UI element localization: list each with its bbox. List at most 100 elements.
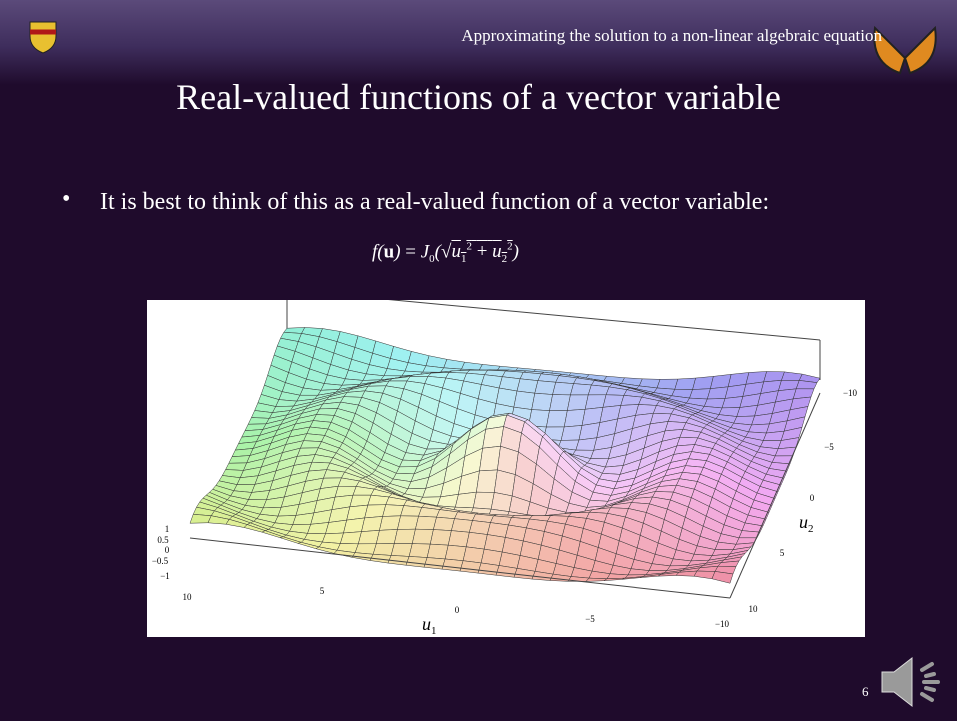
surface-patch <box>373 544 394 556</box>
surface-patch <box>588 385 609 395</box>
formula-part: + <box>477 241 488 262</box>
page-number: 6 <box>862 684 869 700</box>
audio-icon[interactable] <box>878 652 944 712</box>
surface-patch <box>448 531 469 547</box>
surface-patch <box>394 529 415 543</box>
surface-patch <box>564 409 585 427</box>
bullet-text: It is best to think of this as a real-va… <box>100 186 870 218</box>
surface-patch <box>604 578 625 581</box>
surface-patch <box>442 559 463 571</box>
axis-label-sub: 1 <box>431 625 437 637</box>
surface-patch <box>481 549 502 565</box>
surface-patch <box>546 411 567 428</box>
formula-part: J <box>421 241 429 262</box>
surface-patch <box>226 463 247 470</box>
surface-patch <box>376 529 397 543</box>
surface-patch <box>466 532 487 549</box>
surface-patch <box>412 529 433 544</box>
axis-label: u1 <box>422 614 437 637</box>
surface-patch <box>430 530 451 546</box>
slide: Approximating the solution to a non-line… <box>0 0 957 721</box>
surface-patch <box>781 372 802 381</box>
axis-label: u2 <box>799 512 814 535</box>
formula-part: 2 <box>466 241 472 253</box>
surface-patch <box>406 556 427 567</box>
surface-patch <box>358 530 379 544</box>
surface-patch <box>368 495 389 505</box>
surface-patch <box>383 505 404 517</box>
formula-part: 1 <box>461 253 467 265</box>
surface-patch <box>355 544 376 554</box>
z-tick-label: 0.5 <box>157 535 169 545</box>
surface-patch <box>401 506 422 517</box>
surface-patch <box>491 492 512 511</box>
formula-part: 2 <box>507 241 513 253</box>
surface-patch <box>300 441 321 448</box>
u1-tick-label: 0 <box>455 605 460 615</box>
u1-tick-label: 10 <box>183 592 193 602</box>
formula: f(u) = J0(√u12 + u22) <box>372 241 519 265</box>
formula-part: u <box>384 241 395 262</box>
surface-patch <box>460 561 481 573</box>
surface-patch <box>514 391 535 410</box>
surface-patch <box>399 460 420 467</box>
surface-patch <box>340 532 361 544</box>
surface-patch <box>316 409 337 416</box>
surface-patch <box>570 384 591 395</box>
u1-tick-label: 5 <box>320 586 325 596</box>
surface-patch <box>451 519 472 533</box>
surface-patch <box>409 544 430 558</box>
surface-patch <box>248 418 269 425</box>
box-edge <box>287 300 820 340</box>
bullet-marker: • <box>62 186 70 213</box>
surface-patch <box>621 395 642 405</box>
axis-label-sub: 2 <box>808 523 814 535</box>
surface-patch <box>473 492 494 509</box>
running-title: Approximating the solution to a non-line… <box>461 26 882 46</box>
surface-patch <box>433 517 454 530</box>
z-tick-label: −0.5 <box>152 556 169 566</box>
surface-patch <box>445 545 466 561</box>
surface-patch <box>462 362 483 370</box>
surface-patch <box>415 516 436 529</box>
surface-patch <box>694 571 715 579</box>
axis-label-base: u <box>422 614 431 634</box>
formula-part: = <box>405 241 416 262</box>
surface-patch <box>476 470 497 492</box>
z-tick-label: 1 <box>165 524 170 534</box>
z-tick-label: 0 <box>165 545 170 555</box>
surface-patch <box>463 547 484 563</box>
crest <box>28 20 58 54</box>
surface-patch <box>322 533 343 543</box>
formula-part: f <box>372 241 377 262</box>
surface-patch <box>749 424 770 433</box>
surface-patch <box>561 425 582 440</box>
surface <box>190 327 820 583</box>
surface-patch <box>308 522 329 533</box>
u1-tick-label: −5 <box>585 614 595 624</box>
u2-tick-label: 5 <box>780 548 785 558</box>
surface-patch <box>424 558 445 570</box>
u1-tick-label: −10 <box>715 619 730 629</box>
surface-patch <box>444 359 465 369</box>
surface-patch <box>391 544 412 557</box>
surface-patch <box>304 434 325 442</box>
formula-part: 0 <box>429 253 435 265</box>
surface-patch <box>397 516 418 530</box>
surface-patch <box>190 514 211 523</box>
surface-patch <box>479 446 500 471</box>
surface-patch <box>427 544 448 559</box>
surface-patch <box>517 379 538 393</box>
surface-patch <box>396 467 417 474</box>
surface-patch <box>494 470 515 496</box>
surface-patch <box>690 389 711 399</box>
surface-patch <box>553 382 574 395</box>
surface-patch <box>707 387 728 399</box>
surface-patch <box>657 379 678 389</box>
surface-patch <box>455 492 476 508</box>
surface-patch <box>276 400 297 407</box>
u2-tick-label: −5 <box>824 442 834 452</box>
surface-patch <box>535 381 556 395</box>
